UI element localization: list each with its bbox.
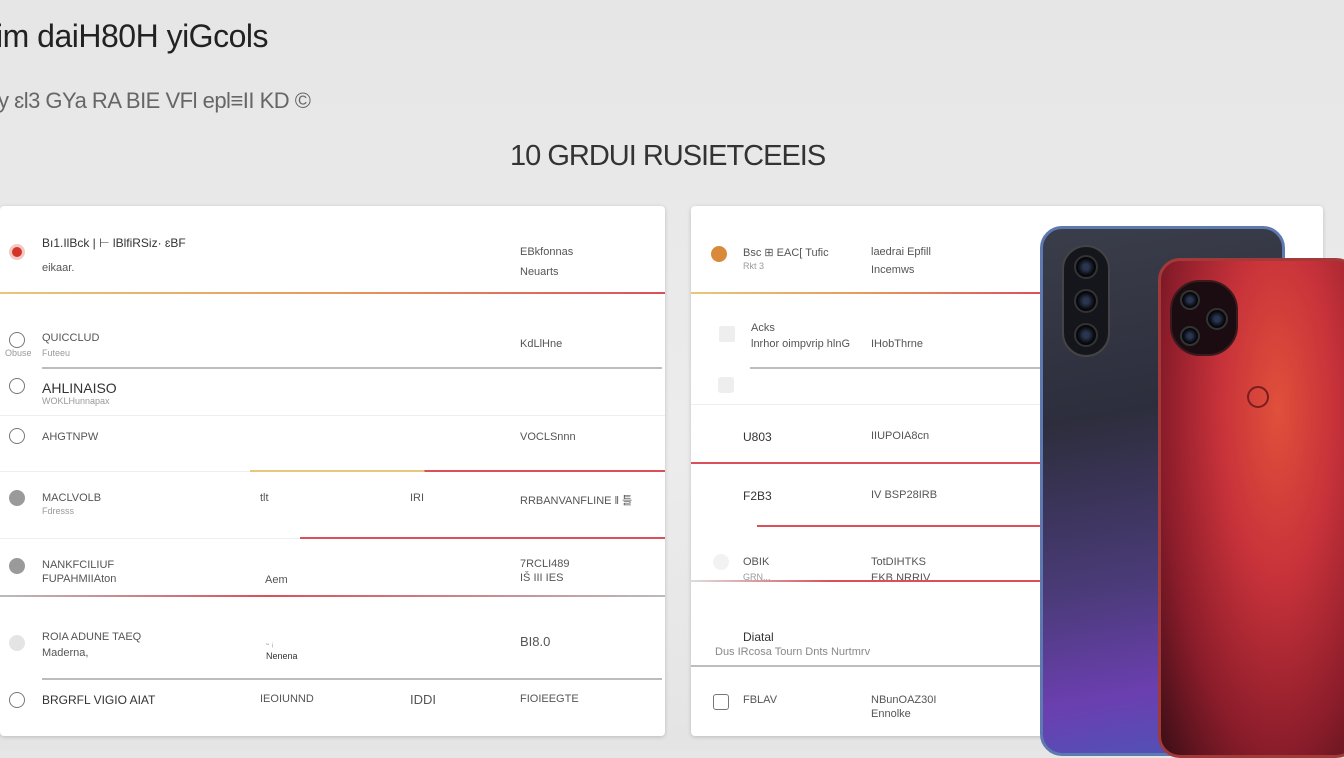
clock-icon[interactable] xyxy=(9,378,25,394)
row-col1: Aem xyxy=(265,574,288,586)
row-col1: IEOIUNND xyxy=(260,693,314,705)
row-sub: FUPAHMIIAton xyxy=(42,573,117,585)
status-dot xyxy=(9,558,25,574)
clock-icon[interactable] xyxy=(9,428,25,444)
status-dot xyxy=(713,554,729,570)
row-title[interactable]: Bsc ⊞ EAC[ Tufic xyxy=(743,247,829,259)
row-title[interactable]: AHGTNPW xyxy=(42,431,99,443)
row-value: KdLlHne xyxy=(520,338,563,350)
divider xyxy=(0,538,300,539)
divider xyxy=(691,292,1041,294)
divider xyxy=(691,404,1041,405)
row-sub: Fdresss xyxy=(42,506,75,516)
document-icon xyxy=(719,326,735,342)
row-title[interactable]: AHLINAISO xyxy=(42,380,117,396)
row-title[interactable]: OBIK xyxy=(743,556,770,568)
row-value-sub: EKB NRRIV xyxy=(871,572,931,584)
row-value: BI8.0 xyxy=(520,634,551,649)
phone-image-front xyxy=(1158,258,1344,758)
row-sub: Maderna, xyxy=(42,647,89,659)
divider xyxy=(0,595,665,597)
row-sub: lnrhor oimpvrip hlnG xyxy=(751,338,851,350)
row-col1: tlt xyxy=(260,492,269,504)
row-value: VOCLSnnn xyxy=(520,431,576,443)
row-title[interactable]: Acks xyxy=(751,322,775,334)
camera-module-icon xyxy=(1170,280,1238,356)
divider xyxy=(691,580,1041,582)
page-subtitle: y ɛl3 GYa RA BIE VFl epl≡II KD © xyxy=(0,88,311,113)
status-dot xyxy=(9,635,25,651)
row-value-sub: Neuarts xyxy=(520,266,559,278)
divider xyxy=(300,537,665,539)
row-col2: IRI xyxy=(410,492,425,504)
row-title[interactable]: FBLAV xyxy=(743,694,778,706)
row-value: RRBANVANFLINE ǁ 틀 xyxy=(520,495,633,507)
row-value-sub: IŠ III IES xyxy=(520,572,564,584)
camera-module-icon xyxy=(1062,245,1110,357)
section-title: 10 GRDUI RUSIETCEEIS xyxy=(510,140,826,172)
row-value: IIUPOIA8cn xyxy=(871,430,930,442)
page-title: im daiH80H yiGcols xyxy=(0,18,268,54)
row-sub: WOKLHunnapax xyxy=(42,396,110,406)
row-sub: GRN... xyxy=(743,572,771,582)
divider xyxy=(42,367,662,369)
row-value: TotDIHTKS xyxy=(871,556,927,568)
row-title[interactable]: QUICCLUD xyxy=(42,332,100,344)
row-value: NBunOAZ30I xyxy=(871,694,937,706)
divider xyxy=(42,678,662,680)
row-sub: Futeeu xyxy=(42,348,71,358)
row-col1: ᵕ ᵢ xyxy=(266,639,274,649)
row-col1-sub: Nenena xyxy=(266,651,298,661)
row-title[interactable]: Diatal xyxy=(743,630,774,644)
row-sub: eikaar. xyxy=(42,262,75,274)
alert-icon xyxy=(9,244,25,260)
row-value-sub: Ennolke xyxy=(871,708,911,720)
row-title[interactable]: BRGRFL VIGIO AIAT xyxy=(42,693,156,707)
row-value-sub: Incemws xyxy=(871,264,915,276)
divider xyxy=(0,415,665,416)
left-card: Bı1.IlBck | ⊢ lBlfiRSiz· ɛBF eikaar. EBk… xyxy=(0,206,665,736)
row-sub: Rkt 3 xyxy=(743,261,765,271)
row-value: laedrai Epfill xyxy=(871,246,931,258)
row-value: 7RCLI489 xyxy=(520,558,570,570)
row-title[interactable]: ROIA ADUNE TAEQ xyxy=(42,631,142,643)
divider xyxy=(757,525,1041,527)
row-title[interactable]: NANKFCILIUF xyxy=(42,559,115,571)
row-value: IV BSP28IRB xyxy=(871,489,938,501)
divider xyxy=(691,462,1041,464)
row-col2: IDDI xyxy=(410,692,436,707)
divider xyxy=(0,471,250,472)
divider xyxy=(0,292,665,294)
row-title[interactable]: MACLVOLB xyxy=(42,492,102,504)
clock-icon[interactable] xyxy=(9,332,25,348)
info-icon[interactable] xyxy=(9,692,25,708)
fingerprint-icon xyxy=(1247,386,1269,408)
divider xyxy=(750,367,1041,369)
row-sub: Dus IRcosa Tourn Dnts Nurtmrv xyxy=(715,646,871,658)
status-dot xyxy=(711,246,727,262)
icon-label: Obuse xyxy=(5,348,32,358)
row-title[interactable]: F2B3 xyxy=(743,489,772,503)
divider xyxy=(691,665,1041,667)
status-dot xyxy=(9,490,25,506)
placeholder-icon xyxy=(718,377,734,393)
row-value: EBkfonnas xyxy=(520,246,574,258)
divider xyxy=(250,470,665,472)
row-title[interactable]: U803 xyxy=(743,430,772,444)
row-value: FIOIEEGTE xyxy=(520,693,579,705)
row-value: IHobThrne xyxy=(871,338,923,350)
row-title: Bı1.IlBck | ⊢ lBlfiRSiz· ɛBF xyxy=(42,236,186,250)
edit-icon[interactable] xyxy=(713,694,729,710)
